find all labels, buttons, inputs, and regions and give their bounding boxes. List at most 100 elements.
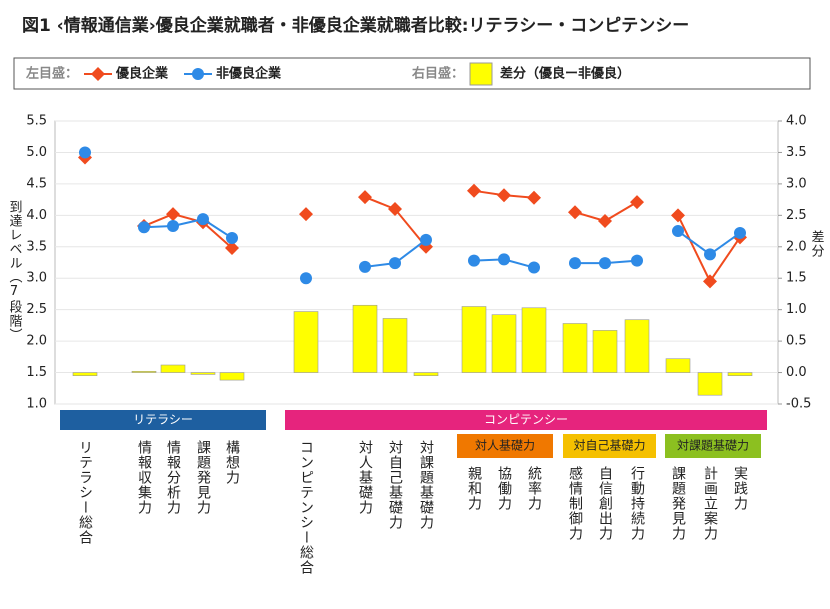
- y2-tick-label: 2.0: [786, 239, 807, 254]
- x-tick-label: 対課題基礎力: [418, 440, 434, 530]
- bar: [352, 304, 378, 373]
- y2-tick-label: 3.5: [786, 145, 807, 160]
- y2-tick-label: 2.5: [786, 208, 807, 223]
- subgroup-label: 対自己基礎力: [573, 439, 645, 453]
- y-tick-label: 2.5: [26, 302, 47, 317]
- subgroup-label: 対課題基礎力: [677, 438, 749, 453]
- x-tick-label: 統率力: [526, 466, 542, 511]
- marker: [672, 225, 684, 238]
- y2-tick-label: 0.0: [786, 365, 807, 380]
- bar: [190, 372, 216, 375]
- bar: [665, 358, 691, 373]
- marker: [568, 205, 582, 220]
- legend-right-scale: 右目盛：: [411, 66, 464, 82]
- bar: [160, 364, 186, 373]
- y-tick-label: 3.5: [26, 239, 47, 254]
- bar: [72, 372, 98, 376]
- y-tick-label: 1.5: [26, 365, 47, 380]
- legend-left-scale: 左目盛：: [26, 66, 78, 82]
- marker: [497, 188, 511, 203]
- marker: [299, 207, 313, 222]
- marker: [167, 220, 179, 233]
- marker: [498, 253, 510, 266]
- bar: [624, 319, 650, 373]
- y-tick-label: 5.5: [26, 114, 47, 129]
- bar: [727, 372, 753, 376]
- x-tick-label: 計画立案力: [702, 466, 718, 541]
- marker: [734, 226, 746, 239]
- marker: [468, 254, 480, 267]
- bar: [562, 323, 588, 373]
- legend-label: 差分（優良ー非優良）: [500, 66, 630, 82]
- x-tick-label: 自信創出力: [597, 466, 613, 541]
- bar: [293, 311, 319, 373]
- bar: [592, 330, 618, 373]
- group-bar: [60, 410, 266, 430]
- legend-marker: [192, 68, 204, 80]
- marker: [598, 213, 612, 228]
- legend-label: 非優良企業: [216, 66, 282, 82]
- y2-tick-label: 3.0: [786, 176, 807, 191]
- x-tick-label: 課題発見力: [195, 440, 211, 515]
- x-tick-label: コンピテンシー総合: [298, 440, 314, 575]
- y2-tick-label: 1.0: [786, 302, 807, 317]
- legend-marker: [91, 67, 105, 81]
- legend-box: [13, 57, 811, 90]
- y2-tick-label: -0.5: [786, 397, 811, 412]
- y-tick-label: 4.0: [26, 208, 47, 223]
- marker: [420, 233, 432, 246]
- marker: [631, 254, 643, 267]
- y2-tick-label: 0.5: [786, 334, 807, 349]
- group-label: リテラシー: [133, 413, 193, 427]
- marker: [599, 257, 611, 270]
- x-tick-label: 課題発見力: [670, 466, 686, 541]
- x-tick-label: 構想力: [224, 440, 240, 485]
- subgroup-label: 対人基礎力: [475, 439, 535, 453]
- bar: [521, 307, 547, 373]
- marker: [166, 207, 180, 222]
- y2-tick-label: 4.0: [786, 114, 807, 129]
- marker: [528, 261, 540, 274]
- y-tick-label: 2.0: [26, 334, 47, 349]
- bar: [413, 372, 439, 376]
- marker: [225, 241, 239, 256]
- x-tick-label: 対人基礎力: [357, 440, 373, 515]
- x-tick-label: 協働力: [496, 466, 512, 511]
- marker: [671, 208, 685, 223]
- subgroup-bar: [457, 434, 553, 458]
- y-tick-label: 5.0: [26, 145, 47, 160]
- marker: [704, 248, 716, 261]
- marker: [527, 190, 541, 205]
- marker: [358, 190, 372, 205]
- legend-swatch: [469, 62, 493, 86]
- y-tick-label: 3.0: [26, 271, 47, 286]
- marker: [300, 272, 312, 285]
- chart-title: 図1 ‹情報通信業›優良企業就職者・非優良企業就職者比較:リテラシー・コンピテン…: [22, 15, 689, 36]
- marker: [226, 231, 238, 244]
- x-tick-label: 実践力: [732, 466, 748, 511]
- group-label: コンピテンシー: [484, 413, 568, 427]
- x-tick-label: 対自己基礎力: [387, 440, 403, 530]
- x-tick-label: 情報収集力: [136, 440, 152, 515]
- legend-label: 優良企業: [115, 66, 169, 82]
- subgroup-bar: [665, 434, 761, 458]
- marker: [569, 257, 581, 270]
- bar: [382, 318, 408, 373]
- marker: [467, 183, 481, 198]
- y2-tick-label: 1.5: [786, 271, 807, 286]
- marker: [703, 274, 717, 289]
- marker: [79, 146, 91, 159]
- y2-axis-label: 差分: [809, 230, 825, 258]
- x-tick-label: 親和力: [466, 466, 482, 511]
- subgroup-bar: [563, 434, 656, 458]
- marker: [630, 195, 644, 210]
- plot-area: [54, 120, 779, 405]
- y-axis-label: 到達レベル（7段階）: [7, 200, 23, 342]
- x-tick-label: 情報分析力: [165, 440, 181, 515]
- x-tick-label: 行動持続力: [629, 466, 645, 541]
- bar: [219, 372, 245, 381]
- x-tick-label: リテラシー総合: [77, 440, 93, 545]
- bar: [491, 314, 517, 373]
- marker: [138, 221, 150, 234]
